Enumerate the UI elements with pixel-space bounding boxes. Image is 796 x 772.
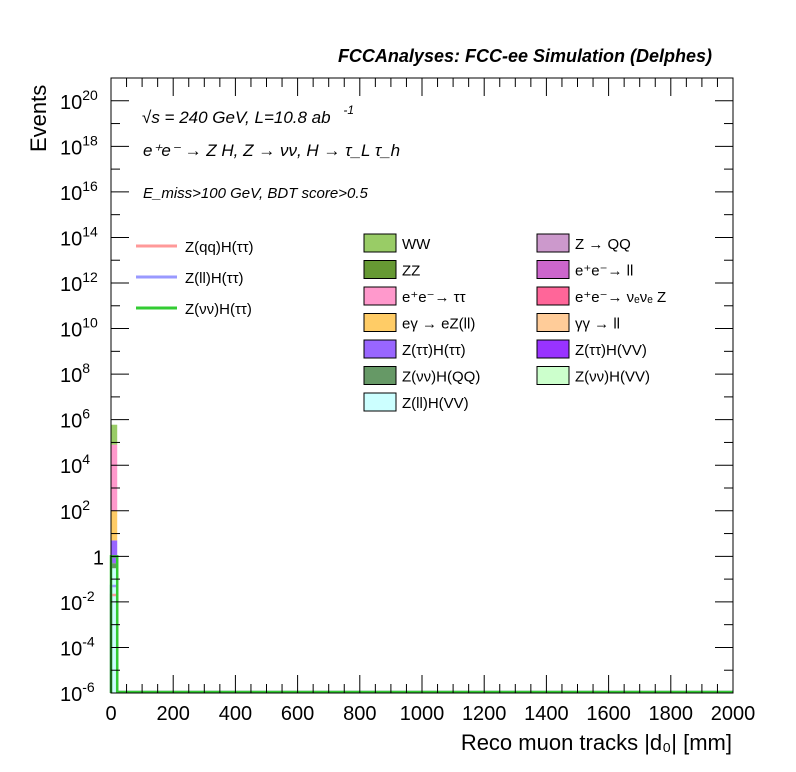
y-tick-label: 10-4: [60, 633, 95, 660]
legend-swatch-Ztautau_Htautau: [363, 339, 397, 359]
y-tick-label: 10-2: [60, 588, 95, 615]
bar-ee_tautau: [111, 444, 118, 511]
signal-lines: [109, 555, 733, 694]
x-tick-label: 1000: [400, 703, 445, 725]
legend-label: Z(qq)H(ττ): [185, 239, 254, 256]
y-axis-label: Events: [26, 85, 51, 152]
y-tick-label: 1020: [60, 87, 98, 114]
x-tick-label: 1400: [524, 703, 569, 725]
legend-label: Z(νν)H(VV): [575, 369, 650, 386]
y-tick-label: 1016: [60, 178, 98, 205]
legend-swatch-Znunu_HQQ: [363, 366, 397, 385]
x-tick-label: 1600: [586, 703, 631, 725]
y-tick-label: 1: [93, 547, 104, 569]
legend-swatch-Z_QQ: [536, 233, 570, 253]
legend-label: Z(ττ)H(VV): [575, 342, 647, 359]
legend-label: WW: [402, 236, 431, 253]
legend-label: e⁺e⁻→ νₑνₑ Z: [575, 289, 666, 306]
legend-swatch-gammagamma_ll: [536, 313, 570, 332]
bar-Zll_HVV: [111, 568, 118, 693]
bar-egamma_eZll: [111, 510, 118, 541]
x-tick-label: 0: [105, 703, 116, 725]
legend-label: Z(νν)H(ττ): [185, 301, 252, 318]
selection-annotation: E_miss>100 GeV, BDT score>0.5: [143, 185, 368, 202]
x-tick-label: 2000: [711, 703, 756, 725]
legend-label: e⁺e⁻→ ll: [575, 263, 633, 280]
energy-annotation: √s = 240 GeV, L=10.8 ab -1: [142, 103, 354, 127]
legend-label: Z(ll)H(ττ): [185, 270, 244, 287]
legend-swatch-ee_nunuZ: [536, 286, 570, 306]
legend-swatch-Znunu_HVV: [536, 366, 570, 385]
y-tick-label: 102: [60, 497, 90, 524]
y-tick-label: 1014: [60, 223, 98, 250]
energy-text: √s = 240 GeV, L=10.8 ab: [142, 108, 331, 127]
legend-label: Z(ll)H(VV): [402, 395, 469, 412]
x-tick-label: 200: [157, 703, 190, 725]
legend-swatch-WW: [363, 233, 397, 253]
y-tick-label: 1012: [60, 269, 98, 296]
bar-WW: [111, 424, 118, 445]
legend-backgrounds-col1: WW ZZ e⁺e⁻→ ττ eγ → eZ(ll) Z(ττ)H(ττ) Z(νν)H(…: [363, 233, 480, 412]
y-axis-ticks: 10-6 10-4 10-2 1 102 104 106 108 1010 1012 1014 101…: [60, 77, 733, 706]
legend-label: ZZ: [402, 263, 420, 280]
x-axis-ticks: 0 200 400 600 800 1000 1200 1400 1600 1800 2000: [105, 78, 755, 725]
x-tick-label: 1800: [649, 703, 694, 725]
y-tick-label: 1010: [60, 315, 98, 342]
legend-label: Z(νν)H(QQ): [402, 369, 480, 386]
lumi-superscript: -1: [343, 103, 354, 117]
x-tick-label: 600: [281, 703, 314, 725]
y-tick-label: 106: [60, 406, 90, 433]
legend-swatch-ZZ: [363, 260, 397, 279]
process-annotation: e⁺e⁻ → Z H, Z → νν, H → τ_L τ_h: [143, 141, 400, 160]
y-tick-label: 108: [60, 360, 90, 387]
x-tick-label: 400: [219, 703, 252, 725]
bar-Znunu_HQQ: [111, 563, 118, 569]
legend-swatch-ee_tautau: [363, 286, 397, 306]
legend-signals: Z(qq)H(ττ) Z(ll)H(ττ) Z(νν)H(ττ): [136, 239, 254, 318]
y-tick-label: 1018: [60, 132, 98, 159]
y-tick-label: 104: [60, 451, 90, 478]
legend-swatch-Zll_HVV: [363, 392, 397, 412]
stacked-bars: [111, 424, 118, 693]
legend-label: γγ → ll: [575, 316, 620, 333]
legend-backgrounds-col2: Z → QQ e⁺e⁻→ ll e⁺e⁻→ νₑνₑ Z γγ → ll Z(ττ)H(…: [536, 233, 666, 386]
bar-Ztautau_Htautau: [111, 540, 118, 564]
legend-label: e⁺e⁻→ ττ: [402, 289, 466, 306]
signal-line-sig_Znunu: [109, 555, 733, 694]
y-tick-label: 10-6: [60, 679, 95, 706]
plot-frame: [110, 77, 734, 694]
x-tick-label: 1200: [462, 703, 507, 725]
legend-swatch-ee_ll: [536, 260, 570, 279]
legend-label: Z(ττ)H(ττ): [402, 342, 466, 359]
x-tick-label: 800: [343, 703, 376, 725]
x-axis-label: Reco muon tracks |d₀| [mm]: [461, 730, 732, 755]
legend-label: Z → QQ: [575, 236, 631, 253]
figure-title: FCCAnalyses: FCC-ee Simulation (Delphes): [338, 46, 712, 66]
legend-label: eγ → eZ(ll): [402, 316, 475, 333]
legend-swatch-Ztautau_HVV: [536, 339, 570, 359]
legend-swatch-egamma_eZll: [363, 313, 397, 332]
